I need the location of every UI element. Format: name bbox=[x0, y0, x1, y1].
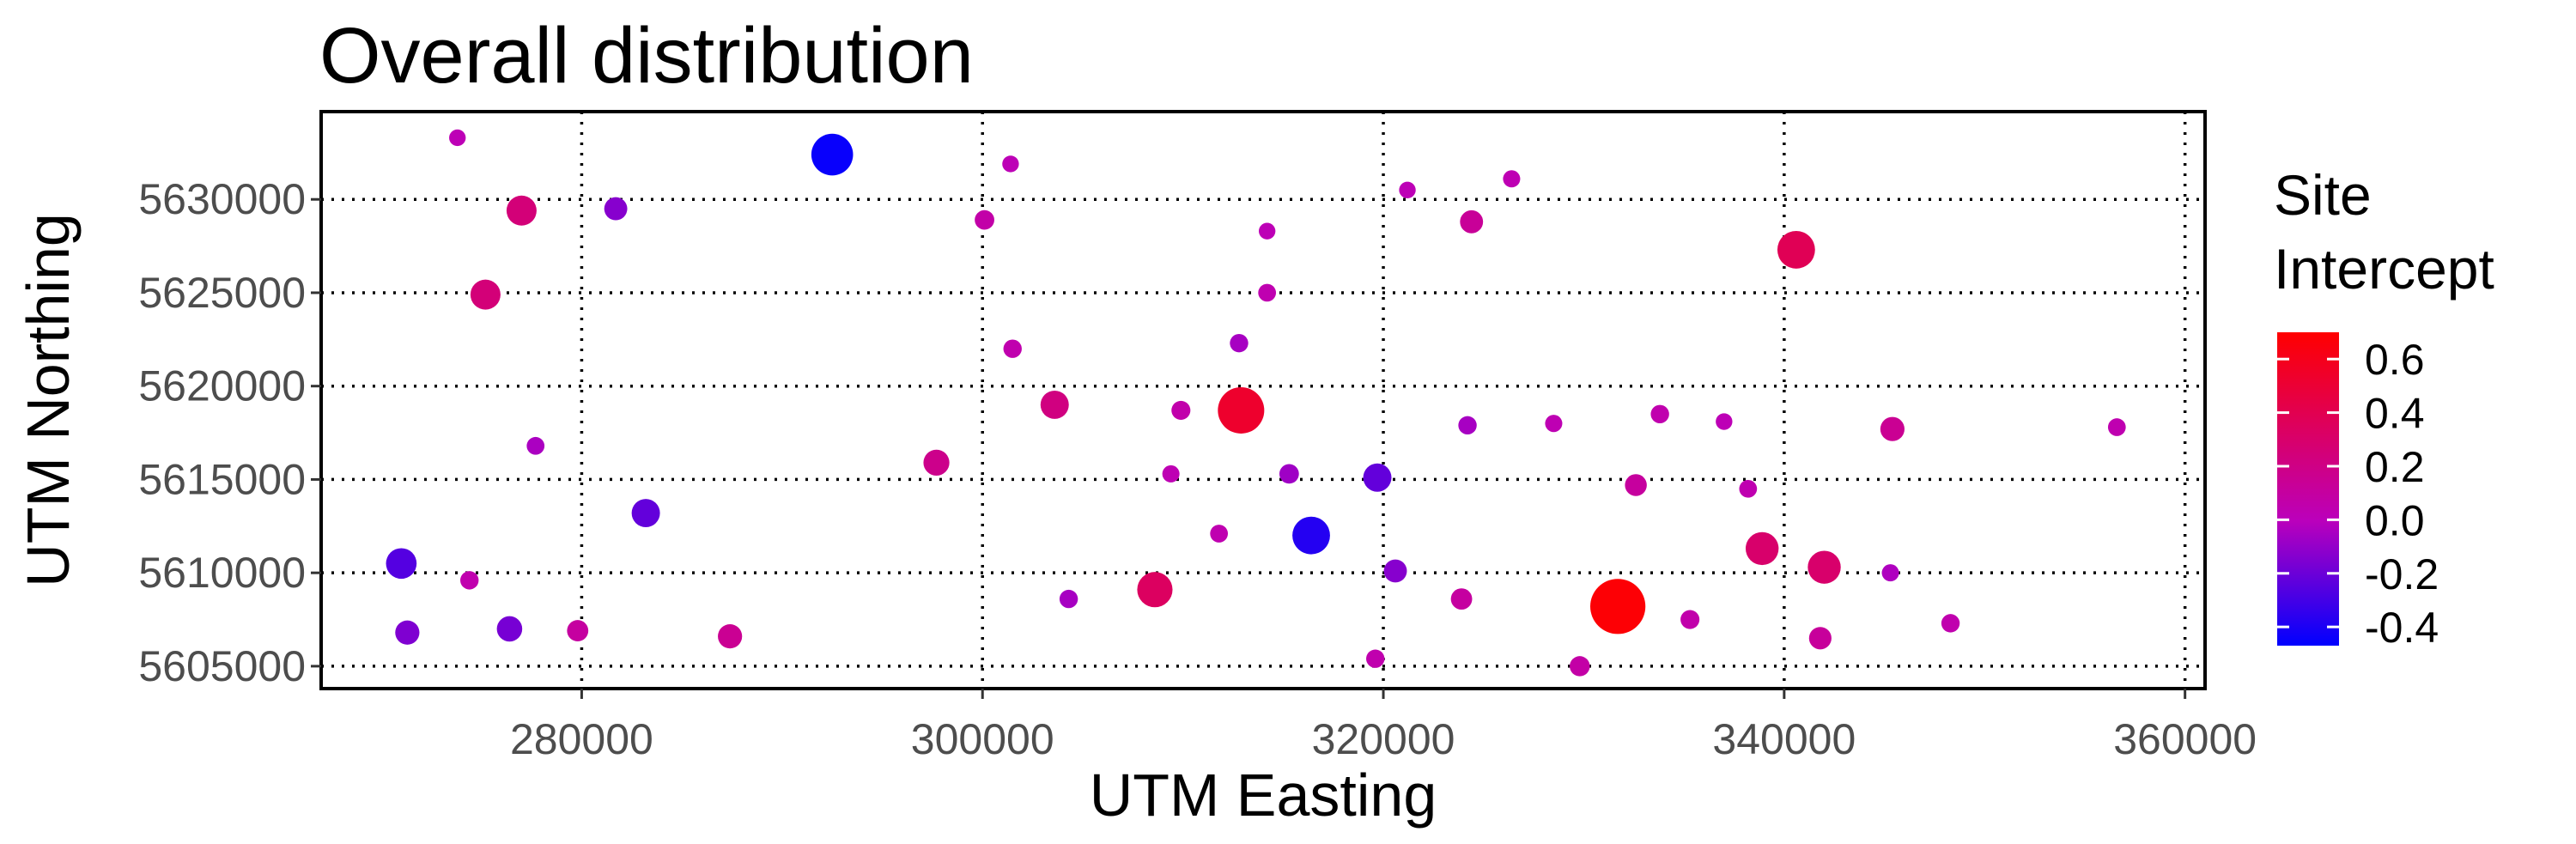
data-point bbox=[496, 616, 523, 642]
legend-tick-label: -0.2 bbox=[2365, 550, 2439, 598]
y-tick-label: 5620000 bbox=[138, 362, 306, 410]
x-tick-label: 320000 bbox=[1312, 715, 1455, 763]
data-point bbox=[567, 620, 589, 641]
data-point bbox=[506, 195, 537, 226]
data-point bbox=[1162, 465, 1180, 483]
data-point bbox=[1171, 400, 1191, 421]
data-points bbox=[386, 129, 2126, 677]
legend-colorbar bbox=[2277, 332, 2339, 646]
y-tick-label: 5630000 bbox=[138, 175, 306, 223]
data-point bbox=[1230, 333, 1249, 353]
data-point bbox=[1258, 222, 1276, 240]
data-point bbox=[470, 279, 501, 310]
data-point bbox=[1399, 181, 1416, 199]
y-tick-label: 5605000 bbox=[138, 642, 306, 690]
data-point bbox=[1625, 474, 1647, 496]
legend-ticks: 0.6 0.4 0.2 0.0 -0.2 -0.4 bbox=[2277, 336, 2439, 652]
data-point bbox=[1745, 531, 1779, 566]
data-point bbox=[1450, 588, 1473, 610]
data-point bbox=[1002, 155, 1019, 173]
data-point bbox=[1545, 415, 1563, 433]
data-point bbox=[1777, 231, 1815, 269]
data-point bbox=[1458, 416, 1477, 435]
plot-panel bbox=[319, 110, 2207, 690]
data-point bbox=[1680, 610, 1700, 629]
x-tick-label: 280000 bbox=[510, 715, 653, 763]
data-point bbox=[1366, 649, 1385, 668]
data-point bbox=[460, 571, 479, 590]
data-point bbox=[718, 624, 743, 649]
data-point bbox=[1292, 516, 1330, 555]
data-point bbox=[811, 133, 854, 176]
data-point bbox=[1279, 464, 1299, 484]
legend-title-line-2: Intercept bbox=[2274, 237, 2494, 301]
legend-title-line-1: Site bbox=[2274, 163, 2372, 227]
data-point bbox=[923, 449, 950, 476]
data-point bbox=[1210, 525, 1229, 543]
color-legend: Site Intercept 0.6 0.4 0.2 0.0 -0.2 -0.4 bbox=[2274, 163, 2494, 652]
data-point bbox=[1040, 390, 1069, 419]
legend-tick-label: 0.6 bbox=[2365, 336, 2425, 384]
data-point bbox=[975, 209, 994, 230]
data-point bbox=[1570, 656, 1590, 677]
y-tick-label: 5610000 bbox=[138, 549, 306, 597]
data-point bbox=[1218, 386, 1265, 434]
data-point bbox=[1880, 416, 1905, 441]
data-point bbox=[2107, 418, 2126, 436]
y-axis-label: UTM Northing bbox=[15, 213, 82, 587]
x-axis: 280000 300000 320000 340000 360000 bbox=[510, 689, 2257, 763]
data-point bbox=[1003, 339, 1022, 358]
data-point bbox=[1650, 404, 1669, 424]
legend-tick-label: 0.2 bbox=[2365, 443, 2425, 491]
data-point bbox=[1059, 589, 1078, 609]
data-point bbox=[395, 620, 420, 645]
data-point bbox=[1258, 283, 1277, 302]
grid-lines bbox=[321, 112, 2205, 689]
x-axis-label: UTM Easting bbox=[1090, 762, 1437, 829]
legend-tick-label: 0.4 bbox=[2365, 390, 2425, 438]
data-point bbox=[526, 436, 545, 455]
data-point bbox=[1460, 209, 1484, 234]
data-point bbox=[386, 548, 417, 580]
data-point bbox=[1503, 170, 1521, 188]
legend-tick-label: 0.0 bbox=[2365, 496, 2425, 544]
chart-title: Overall distribution bbox=[319, 12, 974, 100]
data-point bbox=[1739, 479, 1758, 498]
data-point bbox=[449, 129, 466, 147]
data-point bbox=[1716, 413, 1733, 430]
data-point bbox=[631, 499, 660, 528]
data-point bbox=[1807, 550, 1841, 584]
data-point bbox=[1137, 572, 1173, 608]
data-point bbox=[604, 197, 628, 221]
data-point bbox=[1590, 579, 1646, 635]
legend-tick-label: -0.4 bbox=[2365, 604, 2439, 652]
x-tick-label: 360000 bbox=[2113, 715, 2257, 763]
y-tick-label: 5625000 bbox=[138, 269, 306, 317]
data-point bbox=[1808, 627, 1832, 650]
data-point bbox=[1363, 463, 1392, 492]
data-point bbox=[1383, 559, 1407, 583]
y-tick-label: 5615000 bbox=[138, 455, 306, 503]
x-tick-label: 340000 bbox=[1712, 715, 1856, 763]
data-point bbox=[1881, 564, 1899, 582]
y-axis: 5605000 5610000 5615000 5620000 5625000 56300… bbox=[138, 175, 321, 690]
x-tick-label: 300000 bbox=[911, 715, 1054, 763]
data-point bbox=[1941, 614, 1960, 633]
